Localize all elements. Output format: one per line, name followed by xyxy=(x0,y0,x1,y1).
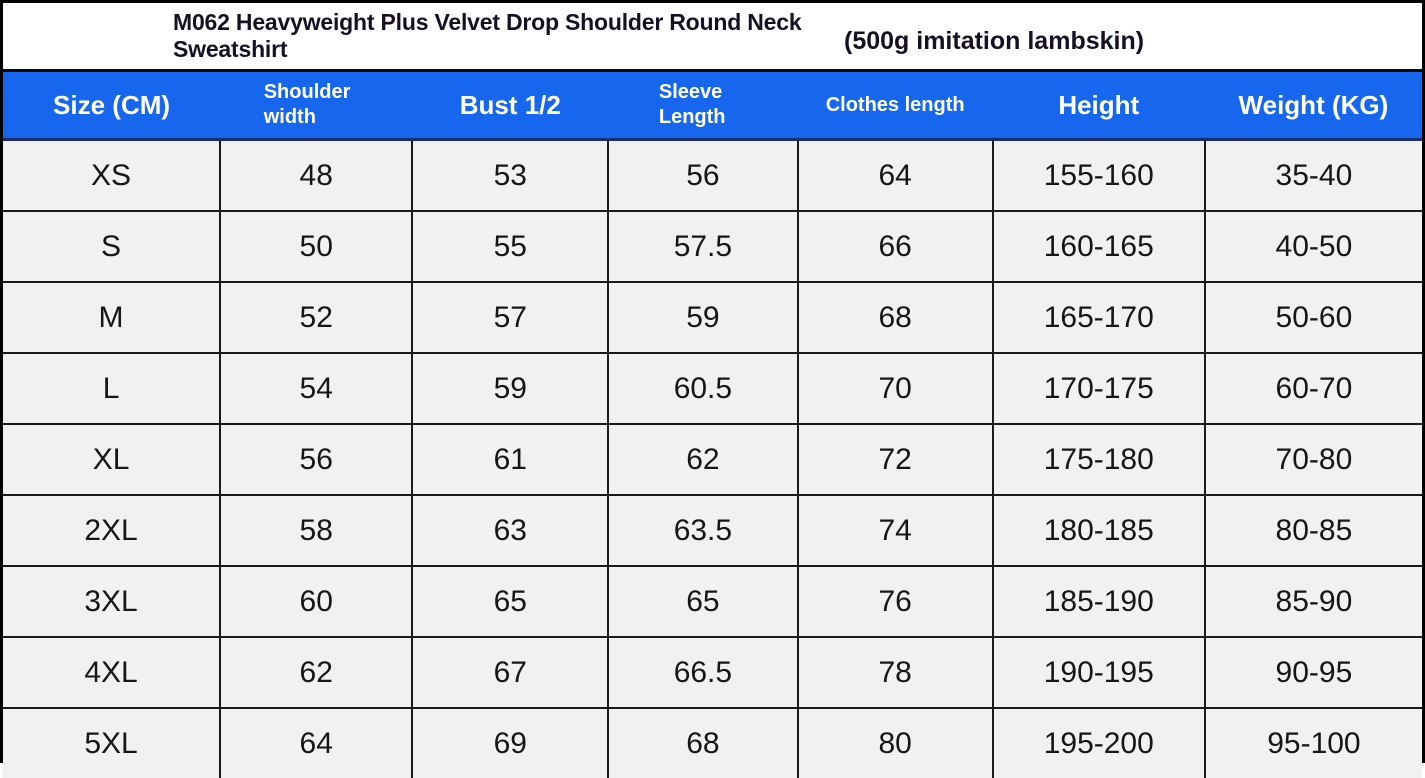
table-cell: 66 xyxy=(796,210,994,283)
table-cell: 70-80 xyxy=(1203,423,1422,496)
table-cell: 175-180 xyxy=(991,423,1206,496)
table-cell: 65 xyxy=(411,565,610,638)
table-cell: 190-195 xyxy=(991,636,1206,709)
col-header-label: Bust 1/2 xyxy=(459,89,561,120)
col-header-size: Size (CM) xyxy=(3,72,221,141)
title-bar: M062 Heavyweight Plus Velvet Drop Should… xyxy=(3,3,1422,72)
table-cell: 170-175 xyxy=(991,352,1206,425)
table-cell: 195-200 xyxy=(991,707,1206,778)
table-cell: 67 xyxy=(411,636,610,709)
table-row: XL 56 61 62 72 175-180 70-80 xyxy=(3,423,1422,496)
table-cell: 78 xyxy=(796,636,994,709)
table-cell: 53 xyxy=(411,139,610,212)
table-cell: 60-70 xyxy=(1203,352,1422,425)
table-cell: 185-190 xyxy=(991,565,1206,638)
table-cell: 80 xyxy=(796,707,994,778)
table-cell: 35-40 xyxy=(1203,139,1422,212)
table-row: XS 48 53 56 64 155-160 35-40 xyxy=(3,139,1422,212)
table-cell: 70 xyxy=(796,352,994,425)
col-header-label: Size (CM) xyxy=(53,89,171,120)
table-cell: 68 xyxy=(796,281,994,354)
table-cell: 80-85 xyxy=(1203,494,1422,567)
table-cell: 69 xyxy=(411,707,610,778)
table-cell: 48 xyxy=(219,139,414,212)
table-row: S 50 55 57.5 66 160-165 40-50 xyxy=(3,210,1422,283)
col-header-shoulder-width: Shoulder width xyxy=(220,72,413,141)
table-row: M 52 57 59 68 165-170 50-60 xyxy=(3,281,1422,354)
col-header-bust: Bust 1/2 xyxy=(412,72,609,141)
col-header-clothes-length: Clothes length xyxy=(797,72,993,141)
table-cell: 60.5 xyxy=(607,352,799,425)
table-cell: 160-165 xyxy=(991,210,1206,283)
table-row: 4XL 62 67 66.5 78 190-195 90-95 xyxy=(3,636,1422,709)
table-cell: 155-160 xyxy=(991,139,1206,212)
size-table: Size (CM) Shoulder width Bust 1/2 Sleeve… xyxy=(3,72,1422,778)
col-header-label: Height xyxy=(1058,89,1140,120)
cell-size: XL xyxy=(3,423,222,496)
table-cell: 62 xyxy=(607,423,799,496)
col-header-label: Weight (KG) xyxy=(1238,89,1389,120)
table-cell: 59 xyxy=(607,281,799,354)
table-cell: 64 xyxy=(796,139,994,212)
table-cell: 180-185 xyxy=(991,494,1206,567)
page-title: M062 Heavyweight Plus Velvet Drop Should… xyxy=(173,8,802,62)
table-cell: 62 xyxy=(219,636,414,709)
col-header-weight: Weight (KG) xyxy=(1204,72,1422,141)
cell-size: M xyxy=(3,281,222,354)
table-cell: 63.5 xyxy=(607,494,799,567)
cell-size: 2XL xyxy=(3,494,222,567)
table-cell: 64 xyxy=(219,707,414,778)
table-cell: 85-90 xyxy=(1203,565,1422,638)
table-cell: 65 xyxy=(607,565,799,638)
table-cell: 57 xyxy=(411,281,610,354)
table-cell: 68 xyxy=(607,707,799,778)
col-header-height: Height xyxy=(992,72,1205,141)
col-header-sleeve-length: Sleeve Length xyxy=(608,72,798,141)
table-cell: 76 xyxy=(796,565,994,638)
table-cell: 90-95 xyxy=(1203,636,1422,709)
table-row: 2XL 58 63 63.5 74 180-185 80-85 xyxy=(3,494,1422,567)
cell-size: XS xyxy=(3,139,222,212)
page-subtitle: (500g imitation lambskin) xyxy=(844,26,1145,55)
table-cell: 165-170 xyxy=(991,281,1206,354)
table-row: 3XL 60 65 65 76 185-190 85-90 xyxy=(3,565,1422,638)
table-cell: 66.5 xyxy=(607,636,799,709)
table-cell: 60 xyxy=(219,565,414,638)
col-header-label: Sleeve Length xyxy=(658,81,726,128)
cell-size: 4XL xyxy=(3,636,222,709)
col-header-label: Clothes length xyxy=(825,93,965,116)
table-row: L 54 59 60.5 70 170-175 60-70 xyxy=(3,352,1422,425)
table-cell: 40-50 xyxy=(1203,210,1422,283)
table-cell: 56 xyxy=(607,139,799,212)
table-cell: 63 xyxy=(411,494,610,567)
table-cell: 58 xyxy=(219,494,414,567)
table-cell: 56 xyxy=(219,423,414,496)
col-header-label: Shoulder width xyxy=(263,81,351,128)
cell-size: 3XL xyxy=(3,565,222,638)
table-cell: 50 xyxy=(219,210,414,283)
table-cell: 57.5 xyxy=(607,210,799,283)
table-cell: 59 xyxy=(411,352,610,425)
table-cell: 55 xyxy=(411,210,610,283)
cell-size: 5XL xyxy=(3,707,222,778)
header-row: Size (CM) Shoulder width Bust 1/2 Sleeve… xyxy=(3,72,1422,141)
table-cell: 72 xyxy=(796,423,994,496)
table-row: 5XL 64 69 68 80 195-200 95-100 xyxy=(3,707,1422,778)
cell-size: L xyxy=(3,352,222,425)
table-cell: 74 xyxy=(796,494,994,567)
table-cell: 50-60 xyxy=(1203,281,1422,354)
cell-size: S xyxy=(3,210,222,283)
table-cell: 52 xyxy=(219,281,414,354)
table-cell: 61 xyxy=(411,423,610,496)
table-cell: 95-100 xyxy=(1203,707,1422,778)
table-cell: 54 xyxy=(219,352,414,425)
